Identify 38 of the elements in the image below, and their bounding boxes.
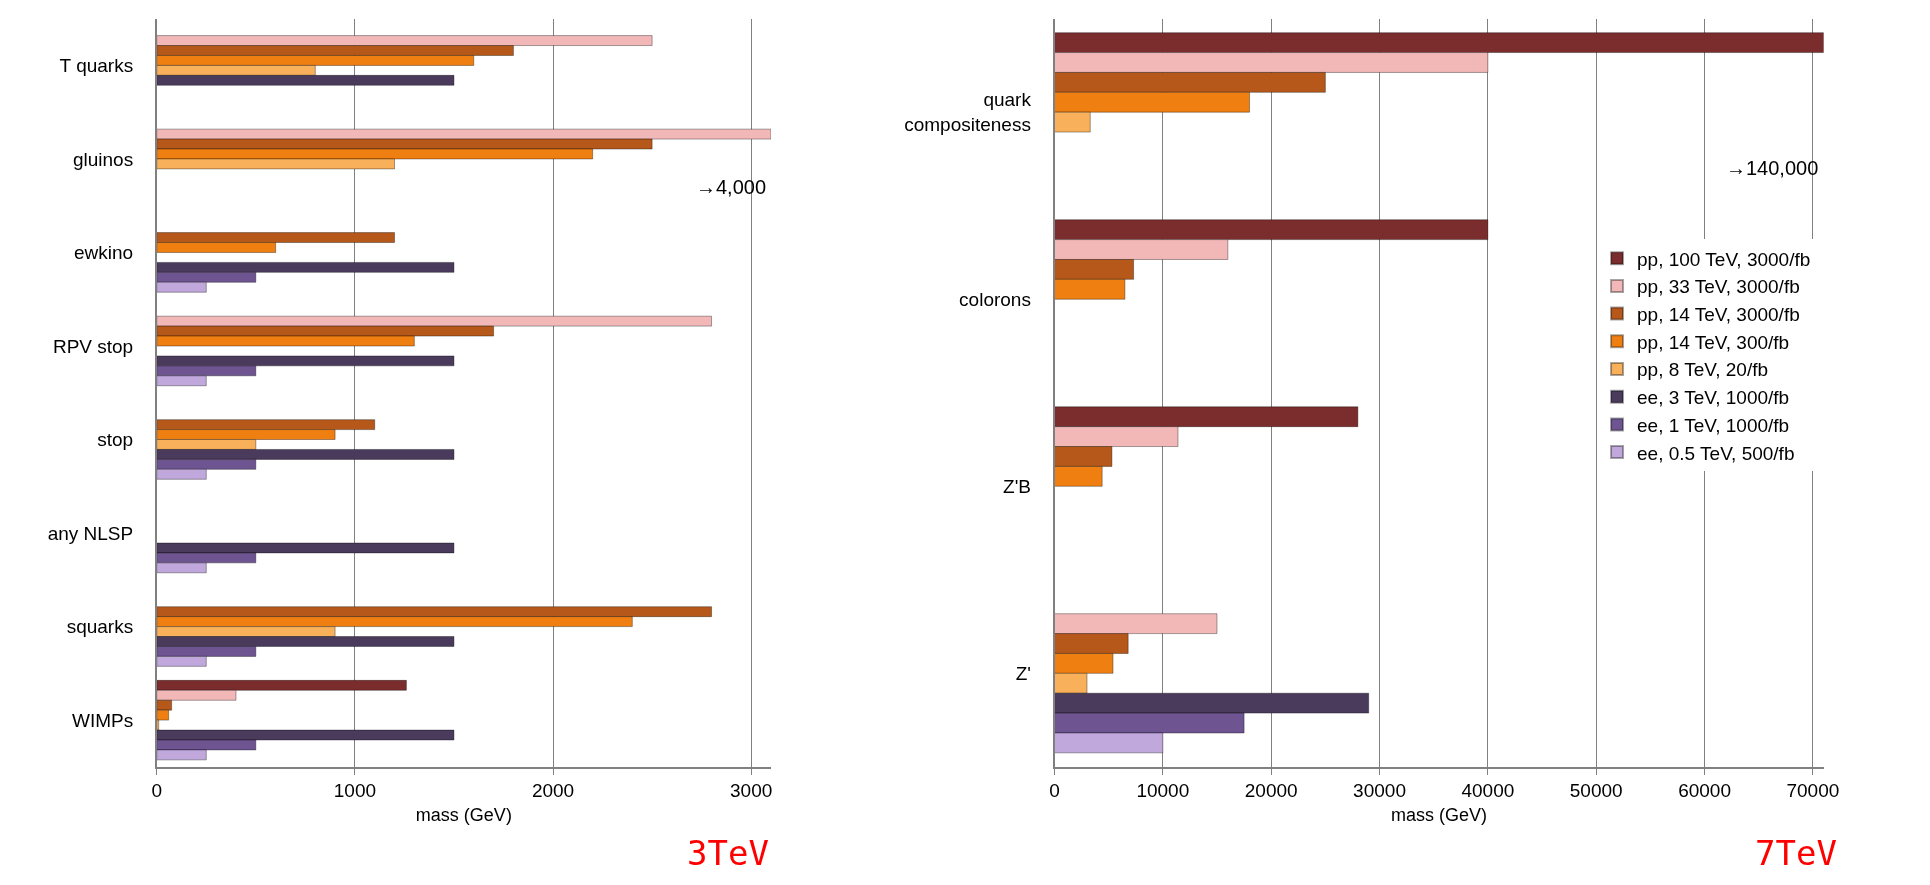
x-tick-label: 50000	[1569, 780, 1623, 802]
y-tick-label: gluinos	[72, 148, 134, 170]
y-tick-label: Z'B	[1003, 475, 1031, 497]
y-tick-label: RPV stop	[52, 335, 134, 357]
x-tick-label: 60000	[1678, 780, 1731, 802]
annotation: →4,000	[696, 176, 767, 198]
legend-label: ee, 3 TeV, 1000/fb	[1637, 387, 1790, 409]
y-tick-label: WIMPs	[71, 709, 134, 731]
y-tick-label: any NLSP	[47, 522, 134, 544]
x-tick-label: 20000	[1244, 780, 1298, 802]
x-tick-label: 10000	[1136, 780, 1190, 802]
x-axis-title: mass (GeV)	[415, 805, 512, 826]
text: 7TeV	[1755, 833, 1837, 873]
legend-label: pp, 14 TeV, 3000/fb	[1637, 304, 1800, 326]
x-tick-label: 3000	[730, 780, 773, 802]
y-tick-label: ewkino	[74, 242, 134, 264]
y-tick-label: stop	[97, 429, 134, 451]
x-tick-label: 1000	[333, 780, 377, 802]
legend-label: ee, 0.5 TeV, 500/fb	[1637, 442, 1795, 464]
x-tick-label: 40000	[1461, 780, 1515, 802]
x-tick-label: 30000	[1353, 780, 1406, 802]
legend-label: pp, 100 TeV, 3000/fb	[1637, 248, 1811, 270]
y-tick-label: squarks	[66, 616, 134, 638]
x-tick-label: 0	[1049, 780, 1060, 802]
x-axis-title: mass (GeV)	[1391, 805, 1488, 826]
y-tick-label: colorons	[959, 288, 1031, 310]
legend-label: pp, 33 TeV, 3000/fb	[1637, 276, 1800, 298]
annotation: →140,000	[1726, 157, 1819, 179]
text: 3TeV	[687, 833, 769, 873]
legend-label: pp, 14 TeV, 300/fb	[1637, 331, 1790, 353]
y-tick-label: quark compositeness	[904, 89, 1032, 136]
y-tick-label: T quarks	[59, 55, 134, 77]
x-tick-label: 0	[151, 780, 163, 802]
y-tick-label: Z'	[1015, 663, 1031, 684]
x-tick-label: 2000	[531, 780, 575, 802]
legend-label: pp, 8 TeV, 20/fb	[1637, 359, 1769, 381]
legend-label: ee, 1 TeV, 1000/fb	[1637, 414, 1790, 436]
x-tick-label: 70000	[1786, 780, 1840, 802]
